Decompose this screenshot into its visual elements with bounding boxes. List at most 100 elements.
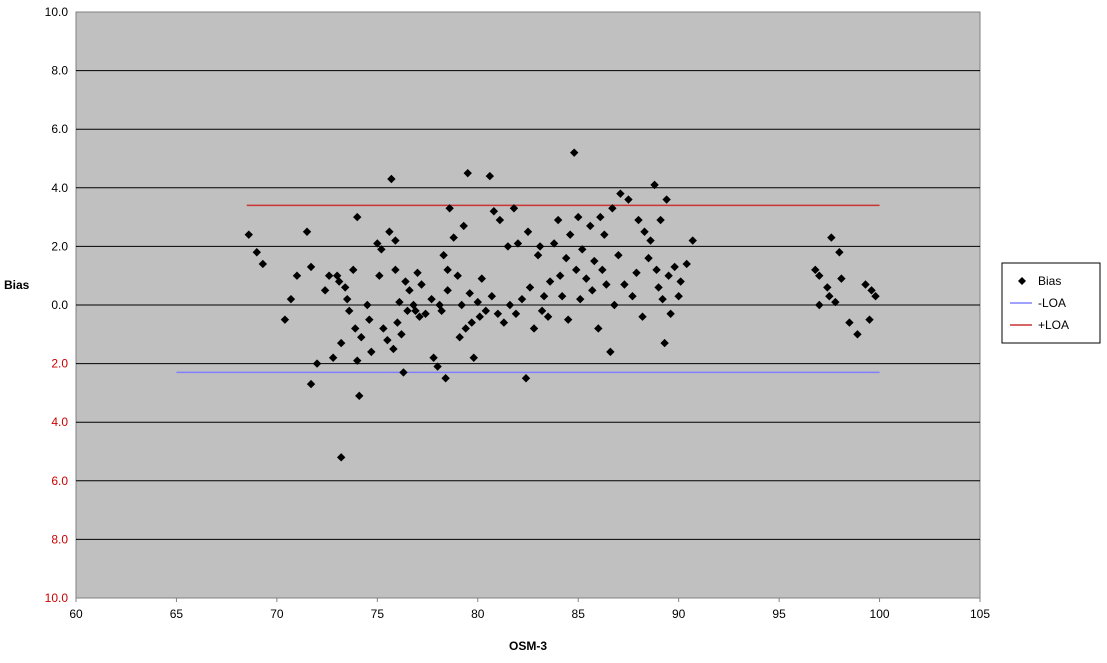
bias-point	[427, 294, 436, 304]
x-tick-label: 105	[970, 607, 990, 621]
bias-point	[861, 280, 870, 289]
bias-point	[385, 227, 394, 236]
bias-point	[455, 333, 464, 342]
bias-point	[578, 245, 587, 254]
bias-point	[676, 277, 685, 286]
y-tick-label: 8.0	[51, 64, 68, 78]
bias-point	[320, 286, 330, 295]
bias-point	[469, 353, 478, 362]
bias-point	[553, 215, 563, 225]
bias-point	[353, 212, 362, 222]
bias-point	[349, 265, 358, 275]
bias-point	[449, 233, 458, 242]
bias-point	[511, 309, 521, 318]
bias-point	[395, 297, 404, 307]
bias-point	[312, 359, 322, 368]
bias-point	[355, 391, 364, 401]
y-tick-labels: 10.0 8.0 6.0 4.0 2.0 0.0 2.0 4.0 6.0 8.0 10.0	[45, 5, 69, 605]
y-tick-label: 10.0	[45, 5, 69, 19]
bias-point	[417, 280, 426, 289]
bias-point	[644, 253, 653, 263]
bias-point	[443, 286, 452, 295]
legend: Bias -LOA +LOA	[1001, 262, 1101, 344]
bias-point	[533, 250, 543, 260]
x-tick-labels: 60 65 70 75 80 85 90 95 100 105	[69, 598, 990, 621]
x-tick-label: 90	[672, 607, 686, 621]
bias-point	[286, 294, 296, 304]
bias-point	[445, 204, 454, 213]
bias-point	[658, 294, 667, 304]
bias-point	[493, 309, 503, 318]
gridlines	[76, 70, 980, 540]
bias-point	[525, 283, 535, 292]
bias-point	[652, 265, 661, 275]
bias-point	[588, 286, 597, 295]
bias-point	[521, 374, 531, 383]
x-axis-title: OSM-3	[509, 639, 547, 653]
bias-point	[336, 338, 346, 348]
bias-point	[865, 315, 874, 324]
bias-point	[662, 195, 671, 204]
bias-point	[503, 242, 513, 251]
bias-point	[837, 274, 846, 283]
bias-point	[608, 204, 617, 213]
bias-point	[606, 347, 615, 357]
bias-point	[345, 306, 354, 316]
bias-point	[549, 239, 559, 248]
bias-point	[537, 306, 547, 316]
bias-point	[656, 215, 665, 225]
x-tick-label: 80	[471, 607, 485, 621]
bias-point	[555, 271, 565, 280]
bias-point	[590, 256, 599, 266]
bias-point	[823, 283, 832, 292]
bias-point	[674, 292, 683, 301]
bias-point	[505, 300, 515, 310]
bias-point	[429, 353, 438, 362]
bias-point	[523, 227, 533, 236]
bias-point	[487, 292, 497, 301]
y-tick-label: 2.0	[51, 239, 68, 253]
bias-point	[244, 230, 253, 239]
bias-points	[244, 148, 880, 462]
bias-point	[405, 286, 414, 295]
bias-point	[399, 368, 408, 377]
x-tick-label: 75	[371, 607, 385, 621]
bias-point	[324, 271, 334, 280]
bias-point	[845, 318, 854, 327]
y-tick-label: 2.0	[51, 357, 68, 371]
bias-point	[831, 297, 840, 307]
bias-point	[351, 324, 360, 333]
bias-point	[660, 338, 669, 348]
bias-point	[475, 312, 484, 321]
x-tick-label: 60	[69, 607, 83, 621]
bias-point	[379, 324, 388, 333]
y-axis-title: Bias	[4, 278, 30, 292]
bias-point	[640, 227, 649, 236]
bias-point	[632, 268, 641, 277]
bias-point	[401, 277, 410, 286]
bias-point	[565, 230, 575, 239]
bias-point	[389, 344, 398, 354]
bias-point	[815, 300, 824, 310]
y-tick-label: 6.0	[51, 474, 68, 488]
bias-point	[433, 362, 442, 371]
legend-label: -LOA	[1038, 296, 1066, 310]
limit-of-agreement-lines	[176, 204, 880, 374]
bias-point	[485, 171, 495, 181]
bias-point	[646, 236, 655, 245]
bias-point	[411, 306, 420, 316]
bias-point	[357, 333, 366, 342]
bias-point	[650, 180, 659, 190]
bias-point	[867, 286, 876, 295]
bias-point	[306, 379, 316, 389]
bias-point	[586, 221, 595, 231]
bias-point	[393, 318, 402, 327]
bias-point	[815, 271, 824, 280]
bias-point	[563, 315, 573, 324]
bias-point	[545, 277, 555, 286]
bias-point	[391, 236, 400, 245]
bias-point	[535, 242, 545, 251]
bias-point	[391, 265, 400, 275]
bias-point	[871, 292, 880, 301]
